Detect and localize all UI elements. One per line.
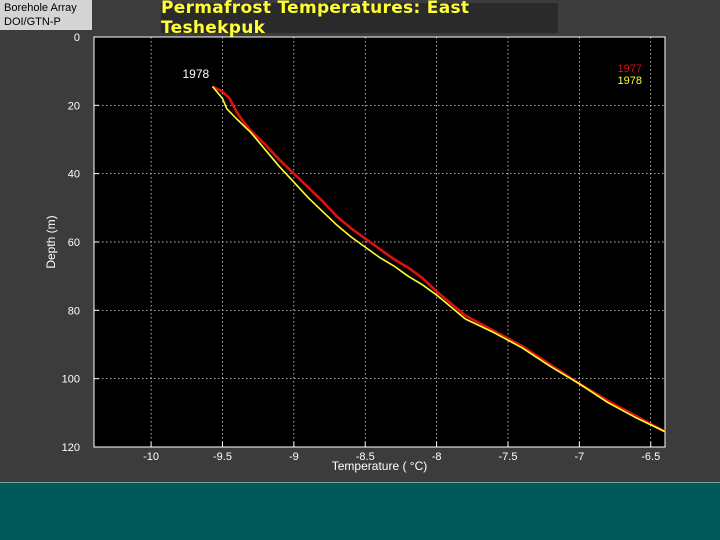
source-label-line-2: DOI/GTN-P [4,16,61,28]
chart-title: Permafrost Temperatures: East Teshekpuk [161,0,470,38]
axes: -10 -9.5 -9 -8.5 -8 -7.5 -7 -6.5 0 20 40 60 80 100 120 [62,32,666,463]
chart-title-box: Permafrost Temperatures: East Teshekpuk [161,0,558,38]
x-axis-label: Temperature ( °C) [332,459,428,473]
footer-band [0,482,720,540]
y-axis-label: Depth (m) [44,215,58,268]
series-line-1978 [211,85,666,433]
source-label: Borehole Array DOI/GTN-P [0,0,92,30]
y-tick-label: 0 [74,32,80,44]
plot-border [93,36,666,448]
source-label-line-1: Borehole Array [4,2,77,14]
x-tick-label: -9 [289,451,299,463]
x-tick-label: -8.5 [356,451,375,463]
legend: 1977 1978 [618,63,642,87]
x-tick-label: -8 [432,451,442,463]
y-tick-label: 40 [68,169,80,181]
y-tick-label: 20 [68,100,80,112]
y-tick-label: 100 [62,374,80,386]
y-tick-label: 120 [62,442,80,454]
series-lines [211,85,666,433]
x-tick-label: -6.5 [641,451,660,463]
x-tick-label: -9.5 [213,451,232,463]
x-tick-label: -7.5 [498,451,517,463]
x-tick-label: -10 [143,451,159,463]
legend-entry-1978: 1978 [618,75,642,87]
series-line-1977 [211,85,666,433]
y-tick-label: 60 [68,237,80,249]
temperature-depth-chart: -10 -9.5 -9 -8.5 -8 -7.5 -7 -6.5 0 20 40 60 80 100 120… [44,32,666,473]
legend-entry-1977: 1977 [618,63,642,75]
y-tick-label: 80 [68,305,80,317]
x-tick-label: -7 [574,451,584,463]
grid [94,37,665,447]
annotation-1978: 1978 [183,67,210,81]
